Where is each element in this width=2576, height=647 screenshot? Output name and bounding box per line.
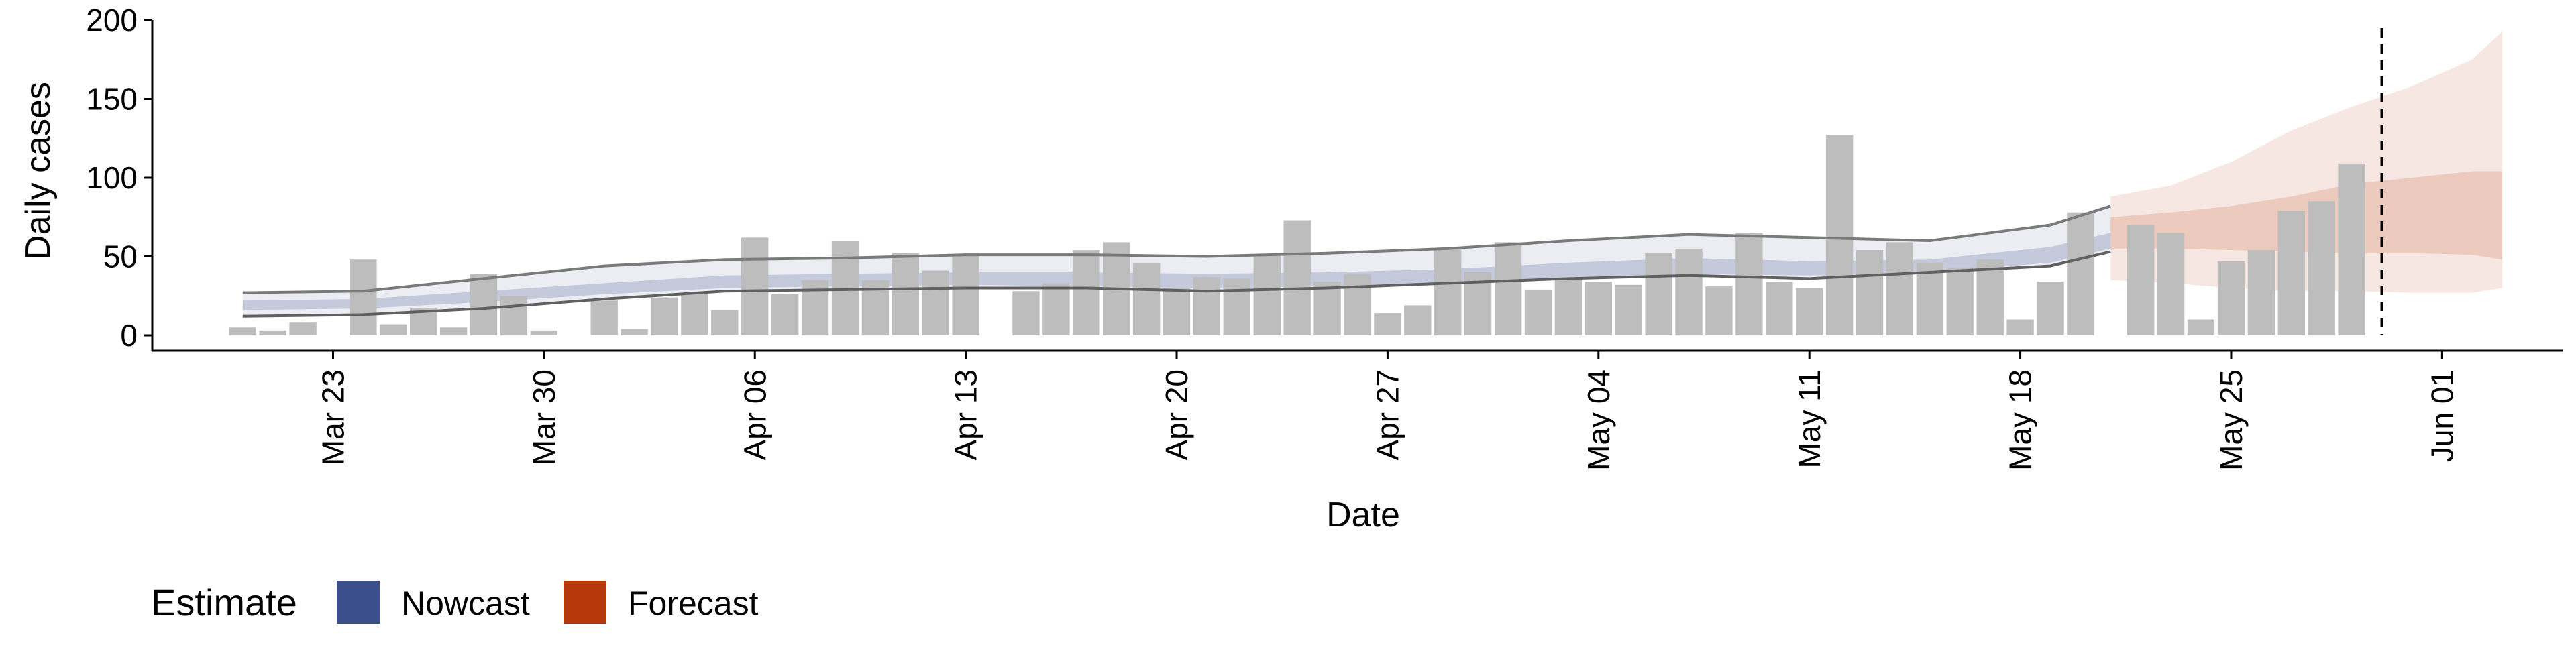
bar-2020-05-04 [1585, 282, 1612, 335]
bar-2020-04-06 [741, 237, 769, 335]
bar-2020-04-19 [1132, 262, 1161, 335]
bar-2020-05-02 [1524, 289, 1552, 335]
bar-2020-04-20 [1163, 288, 1191, 335]
legend-label-nowcast: Nowcast [401, 585, 530, 622]
x-tick-label-2020-05-11: May 11 [1792, 369, 1827, 468]
bar-2020-04-13 [952, 255, 979, 335]
bar-2020-05-08 [1705, 286, 1733, 335]
legend-title: Estimate [151, 581, 297, 624]
bar-2020-04-08 [801, 280, 829, 336]
bar-2020-05-17 [1976, 259, 2004, 335]
x-tick-label-2020-05-04: May 04 [1581, 369, 1616, 471]
bar-2020-05-18 [2006, 319, 2034, 335]
bar-2020-04-17 [1073, 250, 1100, 335]
x-tick-label-2020-05-25: May 25 [2214, 369, 2249, 471]
bar-2020-05-05 [1615, 284, 1642, 335]
bar-2020-04-24 [1283, 220, 1311, 335]
y-axis-label: Daily cases [19, 82, 58, 260]
bar-2020-04-23 [1253, 255, 1281, 335]
x-tick-label-2020-03-30: Mar 30 [527, 369, 561, 465]
legend: Estimate Nowcast Forecast [151, 581, 759, 624]
y-tick-label-100: 100 [86, 160, 138, 195]
bar-2020-05-10 [1766, 282, 1793, 335]
bar-2020-05-12 [1825, 135, 1854, 335]
nowcast-upper-line [242, 204, 2111, 294]
bar-2020-03-29 [500, 296, 528, 336]
bar-2020-05-28 [2308, 201, 2335, 336]
bar-2020-04-16 [1042, 283, 1070, 335]
bar-2020-05-11 [1796, 288, 1823, 335]
band-lines-layer [242, 28, 2383, 335]
bar-2020-03-24 [350, 259, 377, 335]
bar-2020-05-22 [2127, 225, 2155, 335]
forecast-band-90 [2110, 31, 2503, 293]
x-tick-label-2020-05-18: May 18 [2003, 369, 2038, 471]
bar-2020-05-14 [1886, 242, 1914, 335]
bar-2020-05-16 [1946, 267, 1974, 335]
y-tick-label-0: 0 [120, 318, 138, 353]
bar-2020-03-21 [259, 330, 286, 335]
x-tick-label-2020-04-06: Apr 06 [737, 369, 772, 461]
bar-2020-05-27 [2277, 211, 2305, 335]
bar-2020-05-15 [1916, 262, 1943, 335]
bar-2020-04-27 [1374, 313, 1401, 335]
bar-2020-04-25 [1313, 282, 1341, 335]
y-tick-label-200: 200 [86, 3, 138, 38]
bar-2020-05-29 [2338, 163, 2365, 336]
bar-2020-05-07 [1675, 248, 1703, 336]
legend-swatch-nowcast [337, 581, 380, 624]
bar-2020-03-20 [229, 327, 256, 336]
nowcast-band-90 [242, 206, 2111, 316]
x-axis-label: Date [1326, 495, 1400, 534]
bar-2020-04-02 [621, 329, 648, 335]
nowcast-lower-line [242, 250, 2111, 318]
bar-2020-04-21 [1193, 277, 1221, 335]
bar-2020-05-19 [2037, 282, 2064, 335]
bar-2020-05-23 [2157, 233, 2185, 336]
bars-layer [229, 135, 2365, 336]
x-tick-label-2020-03-23: Mar 23 [316, 369, 351, 465]
bar-2020-05-24 [2187, 319, 2215, 335]
bar-2020-04-28 [1404, 305, 1432, 335]
bar-2020-04-22 [1223, 278, 1250, 335]
bar-2020-05-01 [1494, 242, 1522, 335]
x-tick-label-2020-04-13: Apr 13 [949, 369, 983, 461]
bar-2020-04-03 [651, 297, 678, 335]
bar-2020-04-15 [1012, 291, 1040, 335]
x-tick-label-2020-04-27: Apr 27 [1370, 369, 1405, 461]
bar-2020-05-03 [1554, 278, 1582, 335]
bar-2020-03-22 [289, 322, 317, 335]
bar-2020-03-27 [439, 327, 468, 336]
bar-2020-04-01 [590, 300, 618, 335]
bar-2020-05-06 [1645, 253, 1672, 335]
forecast-band-50 [2110, 171, 2503, 260]
bar-2020-05-26 [2247, 250, 2275, 335]
legend-swatch-forecast [564, 581, 606, 624]
bar-2020-05-25 [2217, 261, 2245, 335]
bar-2020-03-30 [530, 330, 558, 335]
bar-2020-04-07 [771, 294, 799, 335]
x-tick-label-2020-06-01: Jun 01 [2424, 369, 2459, 462]
bar-2020-04-26 [1344, 274, 1371, 335]
bar-2020-04-11 [892, 253, 919, 335]
bar-2020-04-05 [711, 310, 739, 335]
bar-2020-04-29 [1434, 248, 1462, 336]
bar-2020-04-09 [831, 241, 859, 335]
bar-2020-03-28 [470, 274, 498, 335]
bar-2020-05-13 [1856, 250, 1884, 335]
bar-2020-03-25 [380, 324, 407, 335]
legend-label-forecast: Forecast [628, 585, 759, 622]
forecast-layer [2110, 31, 2503, 293]
bar-2020-04-12 [922, 270, 949, 335]
x-tick-label-2020-04-20: Apr 20 [1159, 369, 1194, 461]
bar-2020-05-20 [2067, 212, 2094, 335]
y-tick-label-150: 150 [86, 82, 138, 117]
bar-2020-05-09 [1735, 233, 1763, 336]
bar-2020-04-04 [681, 292, 708, 335]
axes-layer: 0 50 100 150 200 Mar 23 Mar 30 Apr 06 Apr 13 Apr … [86, 3, 2563, 471]
y-tick-label-50: 50 [103, 239, 138, 274]
